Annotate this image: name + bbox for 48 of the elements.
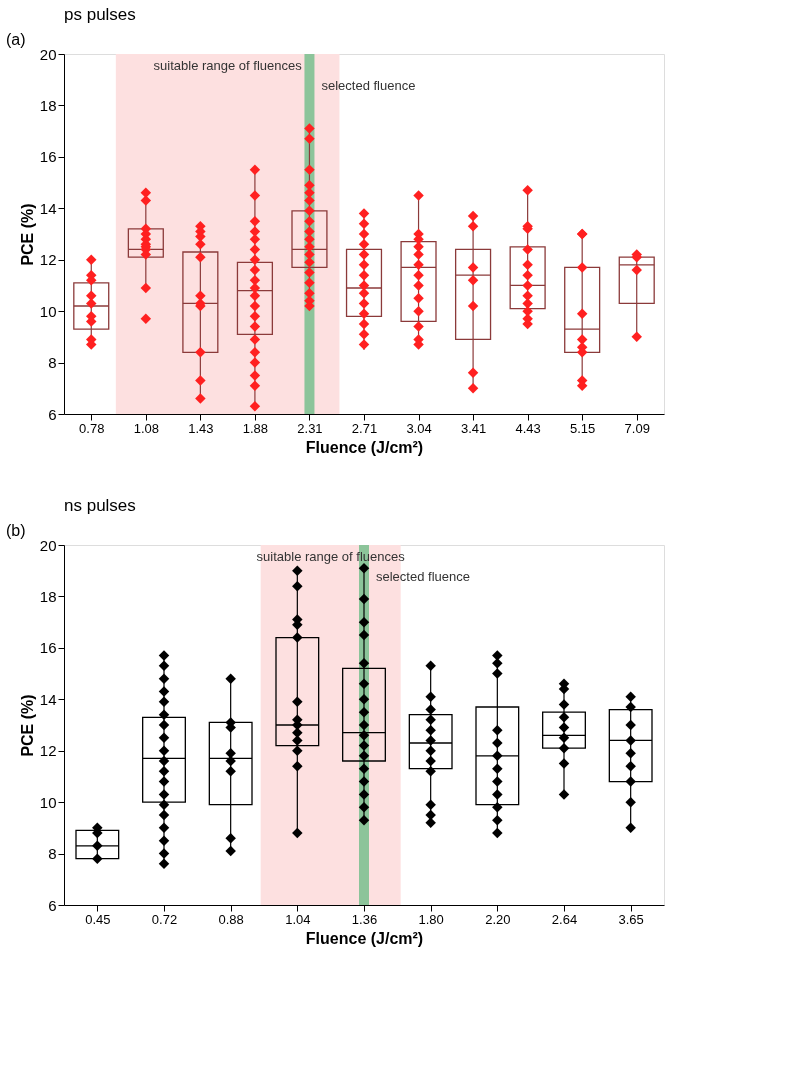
x-tick-label: 3.41 xyxy=(460,420,487,436)
x-tick-label: 1.80 xyxy=(418,911,444,927)
y-tick-label: 14 xyxy=(39,199,57,217)
x-tick-label: 0.78 xyxy=(79,420,105,436)
y-axis-title: PCE (%) xyxy=(18,694,36,757)
y-tick-label: 14 xyxy=(39,690,57,708)
y-axis-title: PCE (%) xyxy=(18,203,36,266)
y-tick-label: 16 xyxy=(39,639,57,657)
y-tick-label: 10 xyxy=(39,302,57,320)
x-tick-label: 1.04 xyxy=(285,911,311,927)
ref-line-label: selected fluence xyxy=(321,78,416,93)
x-tick-label: 3.04 xyxy=(406,420,432,436)
x-tick-label: 1.36 xyxy=(351,911,378,927)
y-tick-label: 20 xyxy=(39,536,57,554)
x-tick-label: 0.88 xyxy=(218,911,244,927)
text: (a) xyxy=(6,31,26,48)
y-tick-label: 8 xyxy=(48,354,57,372)
y-tick-label: 18 xyxy=(39,587,57,605)
y-tick-label: 6 xyxy=(48,896,57,914)
y-tick-label: 20 xyxy=(39,45,57,63)
x-tick-label: 2.20 xyxy=(485,911,511,927)
x-tick-label: 7.09 xyxy=(624,420,650,436)
x-tick-label: 5.15 xyxy=(570,420,596,436)
chart-title: ps pulses xyxy=(64,5,136,24)
x-tick-label: 1.88 xyxy=(242,420,269,436)
x-tick-label: 1.43 xyxy=(188,420,214,436)
x-tick-label: 2.64 xyxy=(551,911,578,927)
x-axis-title: Fluence (J/cm²) xyxy=(305,929,424,947)
x-tick-label: 1.08 xyxy=(133,420,159,436)
x-tick-label: 2.31 xyxy=(297,420,323,436)
x-tick-label: 4.43 xyxy=(515,420,541,436)
y-tick-label: 18 xyxy=(39,96,57,114)
x-tick-label: 0.45 xyxy=(85,911,111,927)
band-label: suitable range of fluences xyxy=(256,549,406,564)
y-tick-label: 12 xyxy=(39,251,57,269)
x-tick-label: 2.71 xyxy=(351,420,378,436)
band-label: suitable range of fluences xyxy=(153,58,303,73)
y-tick-label: 8 xyxy=(48,845,57,863)
chart-title: ns pulses xyxy=(64,496,136,515)
ref-line-label: selected fluence xyxy=(376,569,470,584)
y-tick-label: 10 xyxy=(39,793,57,811)
x-tick-label: 3.65 xyxy=(618,911,644,927)
x-axis-title: Fluence (J/cm²) xyxy=(305,438,424,456)
y-tick-label: 6 xyxy=(48,405,57,423)
x-tick-label: 0.72 xyxy=(151,911,178,927)
y-tick-label: 12 xyxy=(39,742,57,760)
text: (b) xyxy=(6,522,26,539)
y-tick-label: 16 xyxy=(39,148,57,166)
